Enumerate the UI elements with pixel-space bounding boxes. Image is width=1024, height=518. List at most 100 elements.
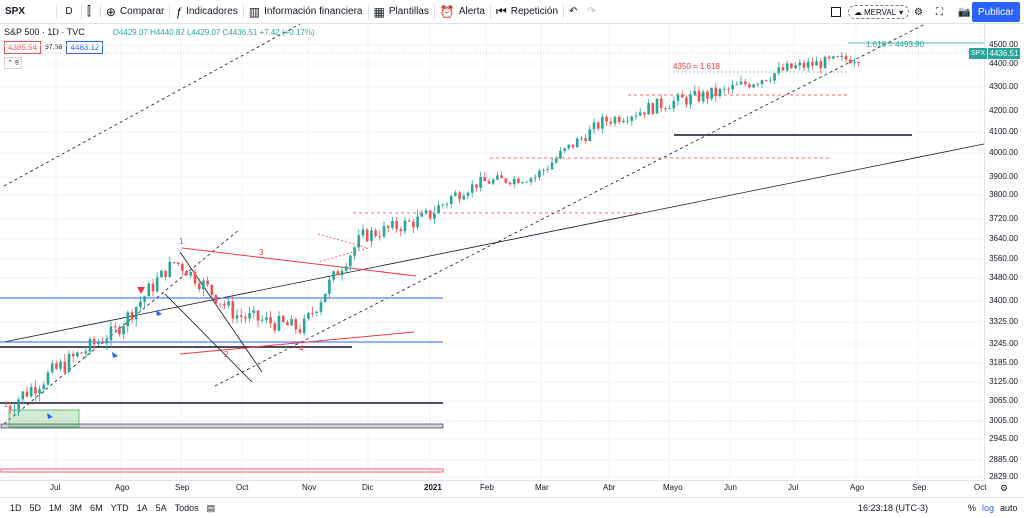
up-arrow-marker [47, 413, 53, 419]
range-button-3m[interactable]: 3M [69, 503, 83, 513]
range-button-1d[interactable]: 1D [10, 503, 22, 513]
up-arrow-marker [156, 310, 162, 316]
candle [731, 80, 734, 94]
bid-price[interactable]: 4385.54 [4, 41, 41, 54]
watchlist-cloud[interactable]: ☁ MERVAL ▾ [848, 4, 910, 20]
candle [407, 218, 411, 223]
candle [256, 310, 260, 328]
candle-body [802, 62, 806, 68]
candle [206, 276, 209, 287]
percent-toggle[interactable]: % [968, 503, 977, 513]
candle [307, 311, 310, 321]
range-button-1a[interactable]: 1A [136, 503, 148, 513]
candle-body [332, 271, 335, 280]
candle [63, 354, 67, 374]
replay-button[interactable]: ⏮ Repetición [491, 0, 563, 24]
candle [197, 278, 201, 293]
candle [134, 306, 138, 327]
undo-button[interactable]: ↶ [564, 0, 582, 24]
publish-button[interactable]: Publicar [972, 2, 1020, 22]
candle [164, 270, 167, 281]
price-axis-label: 3720.00 [989, 214, 1018, 223]
candle [21, 390, 25, 404]
candle [336, 268, 340, 276]
candle [403, 217, 407, 235]
candle [584, 134, 587, 144]
candle-body [706, 91, 709, 99]
candle-body [328, 279, 331, 294]
candle-body [218, 303, 222, 305]
fullscreen-button[interactable]: ⛶ [931, 0, 948, 24]
candle [504, 177, 508, 185]
candle-body [680, 94, 684, 98]
alert-button[interactable]: ⏰ Alerta [435, 0, 490, 24]
candle-body [168, 262, 172, 278]
axis-settings-button[interactable]: ⚙ [1000, 483, 1008, 494]
candle-body [475, 184, 478, 188]
grid-icon: ▦ [373, 4, 385, 19]
price-chart[interactable] [0, 24, 984, 502]
price-axis[interactable] [984, 24, 1024, 480]
auto-toggle[interactable]: auto [1000, 503, 1018, 513]
candle-body [777, 67, 781, 74]
clock-timezone[interactable]: 16:23:18 (UTC-3) [858, 503, 929, 513]
candle-body [244, 316, 247, 319]
time-axis-label: Sep [912, 483, 927, 492]
candle [382, 221, 386, 239]
snapshot-button[interactable]: 📷 [953, 0, 975, 24]
divider [81, 3, 82, 20]
plus-circle-icon: ⊕ [105, 4, 116, 19]
financials-button[interactable]: ▥ Información financiera [244, 0, 368, 24]
candle-body [344, 266, 348, 271]
candle-body [630, 116, 634, 121]
templates-button[interactable]: ▦ Plantillas [369, 0, 434, 24]
candle-body [785, 63, 789, 71]
candle-body [214, 294, 218, 304]
candle-body [735, 84, 739, 86]
candle [122, 323, 125, 339]
solid-trend-line [3, 143, 984, 343]
divider [433, 3, 435, 20]
candle-body [546, 169, 550, 171]
calendar-icon[interactable]: ▤ [206, 502, 216, 513]
candle [626, 115, 629, 125]
candle [651, 102, 655, 116]
candle [105, 335, 109, 351]
candle-body [122, 326, 125, 335]
chart-style-button[interactable]: ⫿ [82, 0, 100, 24]
range-button-6m[interactable]: 6M [90, 503, 103, 513]
price-axis-label: 3400.00 [989, 296, 1018, 305]
redo-button[interactable]: ↷ [582, 0, 600, 24]
ask-price[interactable]: 4483.12 [66, 41, 104, 54]
candle-body [248, 313, 251, 319]
symbol-search[interactable]: SPX [0, 0, 56, 24]
candle [189, 271, 193, 278]
candle [424, 207, 428, 216]
layout-button[interactable] [826, 0, 846, 24]
range-button-5a[interactable]: 5A [155, 503, 167, 513]
settings-button[interactable]: ⚙ [909, 0, 928, 24]
candle [210, 284, 214, 302]
range-button-5d[interactable]: 5D [29, 503, 42, 513]
log-toggle[interactable]: log [982, 503, 995, 513]
range-button-ytd[interactable]: YTD [110, 503, 129, 513]
candle [71, 350, 75, 363]
candle-body [227, 301, 230, 306]
range-button-1m[interactable]: 1M [49, 503, 62, 513]
candle [680, 90, 684, 98]
candle [575, 136, 579, 148]
compare-button[interactable]: ⊕ Comparar [101, 0, 170, 24]
candle-body [256, 310, 260, 321]
price-axis-label: 2885.00 [989, 455, 1018, 464]
time-axis[interactable] [0, 480, 984, 497]
candle [412, 219, 415, 234]
range-button-todos[interactable]: Todos [174, 503, 199, 513]
candle-body [521, 182, 524, 184]
candle [605, 114, 608, 126]
interval-button[interactable]: D [57, 0, 81, 24]
indicators-button[interactable]: ƒ Indicadores [170, 0, 242, 24]
candle-body [235, 315, 239, 319]
candle-body [55, 363, 58, 369]
candle [235, 308, 239, 324]
price-axis-label: 4400.00 [989, 59, 1018, 68]
